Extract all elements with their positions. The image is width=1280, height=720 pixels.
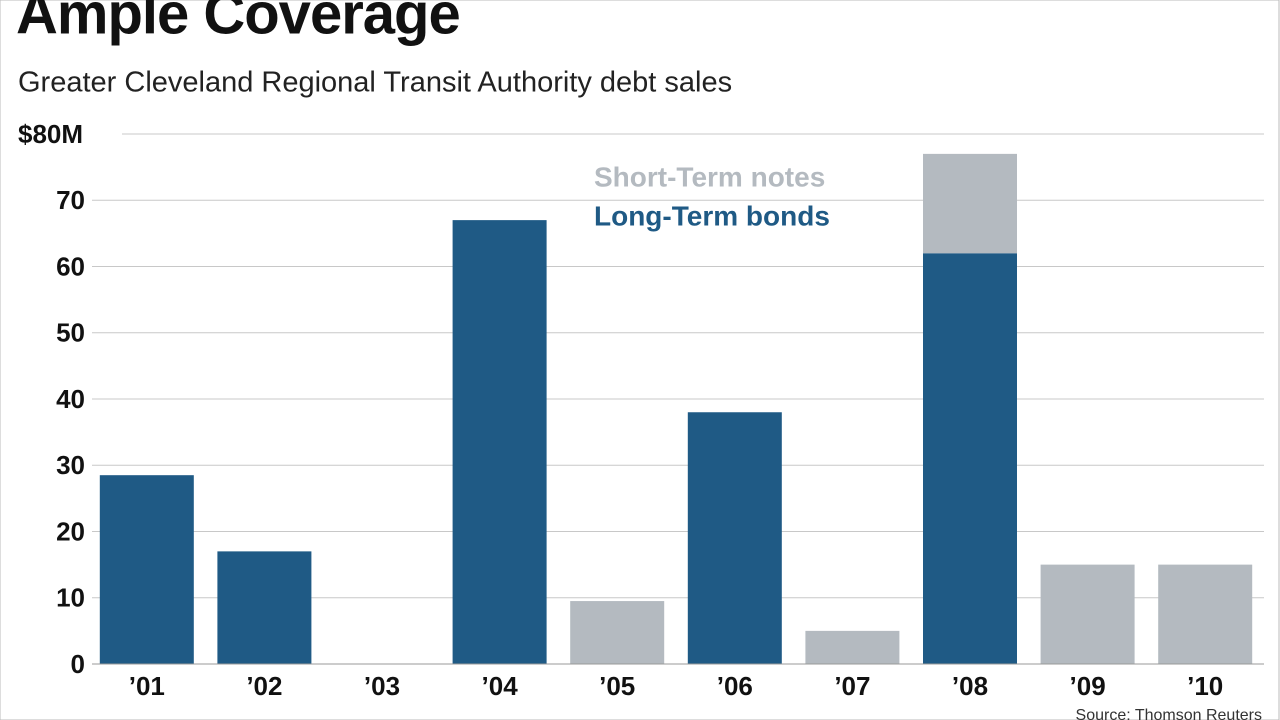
y-tick-label: 60 [56,251,85,281]
bar-segment [570,601,665,664]
y-tick-label: 30 [56,450,85,480]
y-tick-label: 0 [71,649,85,679]
y-tick-label: 20 [56,516,85,546]
y-tick-label: 50 [56,318,85,348]
chart-title: Ample Coverage [16,0,460,46]
x-tick-label: ’07 [834,671,870,701]
x-tick-label: ’06 [717,671,753,701]
legend-label: Long-Term bonds [594,200,830,231]
x-tick-label: ’09 [1070,671,1106,701]
bar-segment [1040,564,1135,664]
bar-segment [923,153,1017,254]
bar-segment [217,551,312,664]
x-tick-label: ’01 [129,671,165,701]
y-tick-label: 10 [56,583,85,613]
chart-subtitle: Greater Cleveland Regional Transit Autho… [18,67,732,99]
x-tick-label: ’08 [952,671,988,701]
y-tick-label: 70 [56,185,85,215]
bar-segment [99,475,194,664]
bar-segment [687,412,782,664]
source-note: Source: Thomson Reuters [1076,707,1262,720]
x-tick-label: ’10 [1187,671,1223,701]
y-tick-label: 40 [56,384,85,414]
bar-segment [452,220,547,664]
bar-segment [1158,564,1253,664]
legend-label: Short-Term notes [594,161,825,192]
x-tick-label: ’02 [246,671,282,701]
y-tick-label: $80M [18,119,83,149]
bar-segment [923,253,1017,664]
bar-segment [805,630,900,664]
x-tick-label: ’04 [482,671,519,701]
x-tick-label: ’03 [364,671,400,701]
x-tick-label: ’05 [599,671,635,701]
